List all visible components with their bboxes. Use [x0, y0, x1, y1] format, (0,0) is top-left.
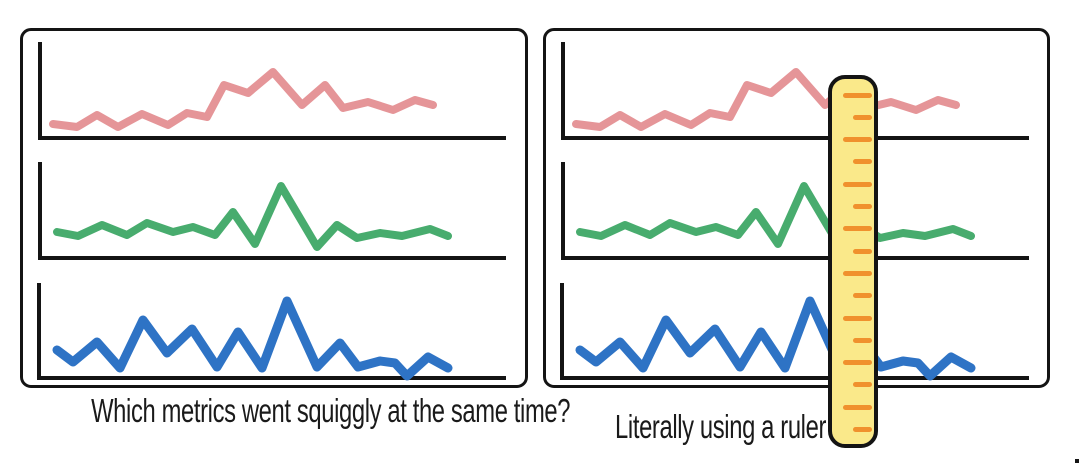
middle-metric-line [53, 182, 452, 251]
ruler-tick-short [853, 427, 872, 432]
right-panel-charts [560, 42, 1029, 381]
bottom-metric-line [52, 296, 453, 381]
middle-metric-line [576, 182, 975, 251]
ruler-tick-long [843, 92, 872, 98]
left-panel [20, 28, 528, 388]
ruler-tick-long [843, 270, 872, 276]
ruler-tick-long [843, 226, 872, 232]
chart-axis [37, 283, 506, 380]
ruler-tick-short [853, 159, 872, 165]
right-panel-caption: Literally using a ruler [615, 408, 826, 445]
ruler-tick-long [843, 360, 872, 366]
ruler-tick-long [843, 404, 872, 410]
ruler-tick-short [853, 114, 872, 120]
artifact-dot [1075, 459, 1079, 463]
ruler-tick-short [853, 293, 872, 299]
ruler-tick-short [853, 382, 872, 388]
right-panel [543, 28, 1050, 388]
ruler-tick-short [853, 337, 872, 343]
ruler-tick-long [843, 315, 872, 321]
chart-axis [38, 162, 506, 260]
ruler-tick-short [853, 248, 872, 254]
top-metric-line [572, 68, 960, 131]
chart-axis [38, 42, 506, 140]
ruler-tick-long [843, 181, 872, 187]
left-panel-caption: Which metrics went squiggly at the same … [91, 392, 571, 429]
left-panel-charts [37, 42, 506, 381]
bottom-metric-line [575, 296, 976, 381]
ruler-tick-long [843, 137, 872, 143]
top-metric-line [49, 68, 437, 131]
ruler-tick-short [853, 204, 872, 209]
ruler [828, 75, 878, 448]
